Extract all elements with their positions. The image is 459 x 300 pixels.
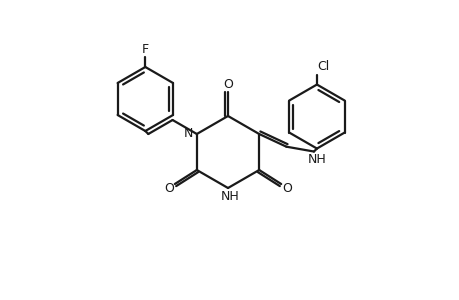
- Text: F: F: [141, 43, 149, 56]
- Text: NH: NH: [220, 190, 239, 202]
- Text: N: N: [184, 127, 193, 140]
- Text: NH: NH: [307, 153, 325, 166]
- Text: Cl: Cl: [316, 60, 328, 73]
- Text: O: O: [223, 77, 232, 91]
- Text: O: O: [282, 182, 291, 196]
- Text: O: O: [163, 182, 174, 196]
